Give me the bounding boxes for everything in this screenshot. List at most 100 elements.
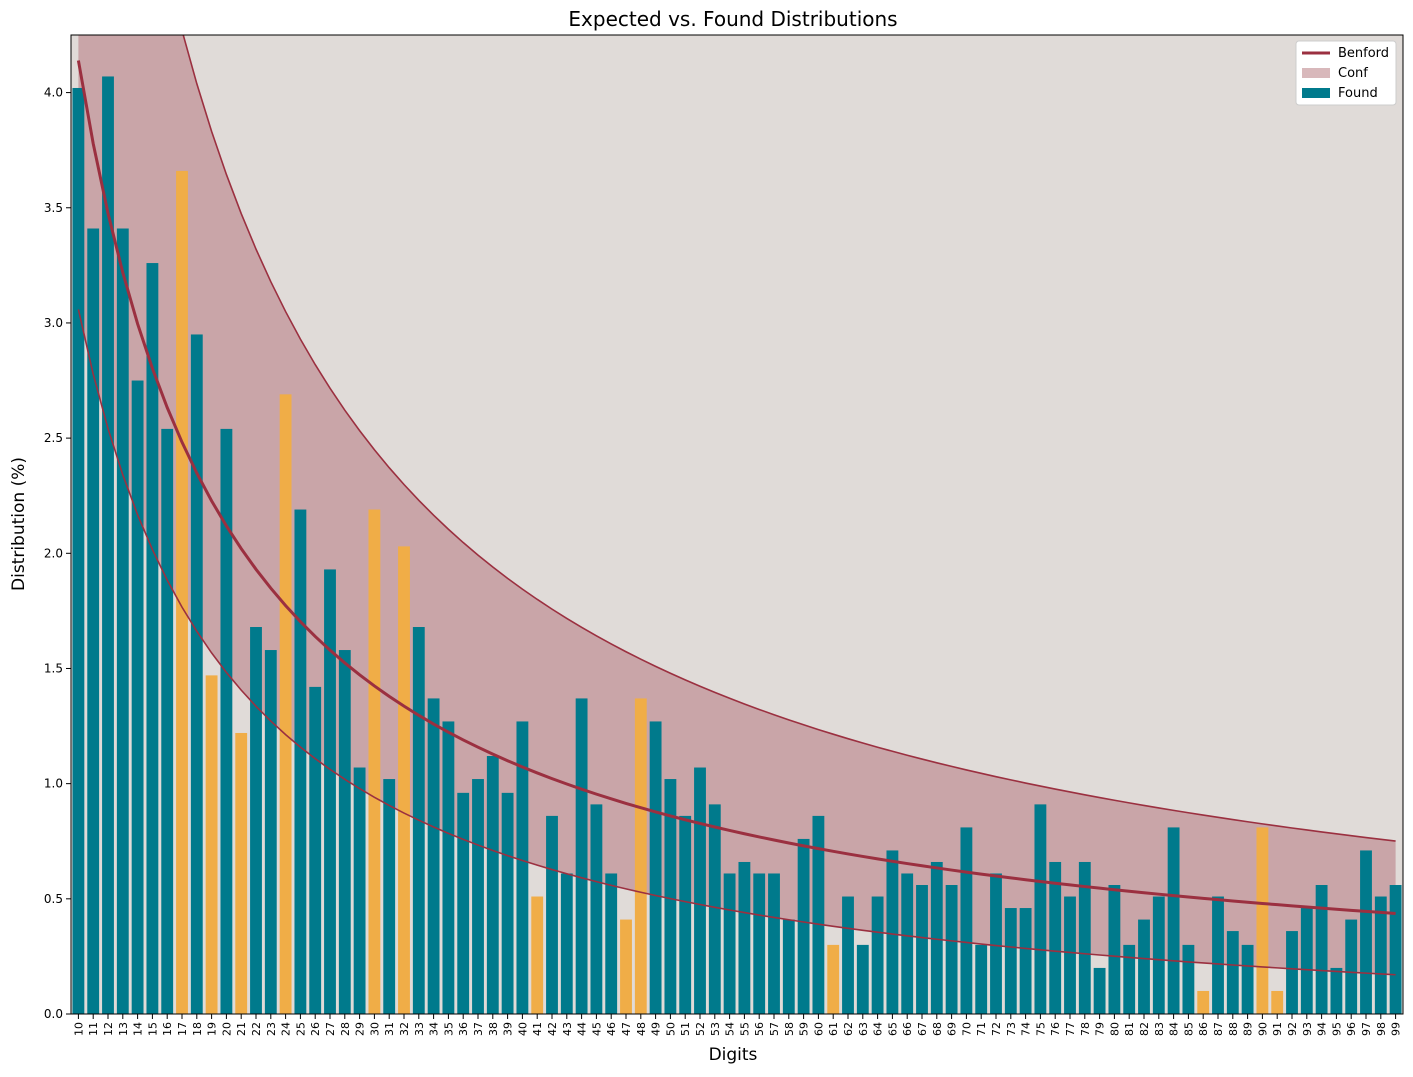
- x-tick-label-72: 72: [990, 1022, 1003, 1036]
- x-tick-label-61: 61: [827, 1022, 840, 1036]
- bar-26: [309, 686, 322, 1014]
- y-tick-label-0.0: 0.0: [44, 1007, 63, 1021]
- bar-22: [250, 627, 262, 1014]
- x-tick-label-42: 42: [546, 1022, 559, 1036]
- bar-30: [368, 509, 381, 1014]
- x-tick-label-30: 30: [368, 1022, 381, 1036]
- bar-72: [990, 873, 1002, 1014]
- x-tick-label-84: 84: [1168, 1022, 1181, 1036]
- bar-55: [738, 861, 751, 1014]
- bar-86: [1197, 990, 1210, 1014]
- x-tick-label-46: 46: [605, 1022, 618, 1036]
- x-tick-label-70: 70: [960, 1022, 973, 1036]
- y-tick-label-3.5: 3.5: [44, 201, 63, 215]
- bar-69: [945, 885, 958, 1014]
- bar-59: [797, 838, 810, 1014]
- bar-97: [1360, 850, 1372, 1014]
- x-tick-label-57: 57: [768, 1022, 781, 1036]
- x-tick-label-23: 23: [265, 1022, 278, 1036]
- legend-swatch-conf: [1302, 68, 1330, 78]
- bar-25: [294, 509, 307, 1014]
- x-tick-label-75: 75: [1034, 1022, 1047, 1036]
- x-tick-label-65: 65: [886, 1022, 899, 1036]
- x-tick-label-50: 50: [664, 1022, 677, 1036]
- bar-89: [1241, 944, 1254, 1014]
- bar-98: [1374, 896, 1387, 1014]
- x-tick-label-26: 26: [309, 1022, 322, 1036]
- x-axis: 10 11 12 13 14 15 16 17 18 19 20 21 22 23 24 25 26 27 28 29…: [72, 1014, 1403, 1036]
- x-tick-label-82: 82: [1138, 1022, 1151, 1036]
- x-tick-label-66: 66: [901, 1022, 914, 1036]
- bar-85: [1182, 944, 1195, 1014]
- bar-51: [679, 815, 692, 1014]
- bar-47: [620, 919, 632, 1014]
- bar-61: [827, 944, 840, 1014]
- x-tick-label-99: 99: [1390, 1022, 1403, 1036]
- bar-60: [812, 815, 825, 1014]
- x-tick-label-87: 87: [1212, 1022, 1225, 1036]
- bar-39: [501, 792, 514, 1014]
- x-tick-label-56: 56: [753, 1022, 766, 1036]
- x-tick-label-91: 91: [1271, 1022, 1284, 1036]
- x-tick-label-79: 79: [1094, 1022, 1107, 1036]
- x-tick-label-77: 77: [1064, 1022, 1077, 1036]
- y-axis: 0.0 0.5 1.0 1.5 2.0 2.5 3.0 3.5 4.0: [44, 86, 71, 1021]
- bar-56: [753, 873, 766, 1014]
- x-tick-label-97: 97: [1360, 1022, 1373, 1036]
- x-tick-label-41: 41: [531, 1022, 544, 1036]
- legend-label-found: Found: [1338, 86, 1378, 101]
- x-tick-label-93: 93: [1301, 1022, 1314, 1036]
- bar-35: [442, 721, 455, 1014]
- bar-64: [871, 896, 884, 1014]
- x-tick-label-78: 78: [1079, 1022, 1092, 1036]
- bar-52: [694, 767, 706, 1014]
- bar-75: [1034, 804, 1047, 1014]
- bar-45: [590, 804, 603, 1014]
- x-tick-label-98: 98: [1375, 1022, 1388, 1036]
- bar-73: [1004, 908, 1017, 1014]
- bar-74: [1019, 908, 1032, 1014]
- y-axis-label: Distribution (%): [9, 457, 29, 591]
- x-tick-label-33: 33: [413, 1022, 426, 1036]
- bar-12: [102, 76, 114, 1014]
- bar-32: [398, 546, 410, 1014]
- x-tick-label-11: 11: [87, 1022, 100, 1036]
- bar-77: [1064, 896, 1076, 1014]
- x-tick-label-54: 54: [724, 1022, 737, 1036]
- bar-48: [634, 698, 647, 1014]
- bar-28: [338, 650, 351, 1014]
- bar-36: [457, 792, 470, 1014]
- bar-84: [1167, 827, 1180, 1014]
- y-tick-label-3.0: 3.0: [44, 316, 63, 330]
- x-tick-label-44: 44: [576, 1022, 589, 1036]
- legend-label-conf: Conf: [1338, 66, 1368, 81]
- benford-line: [76, 60, 1396, 915]
- x-tick-label-48: 48: [635, 1022, 648, 1036]
- bar-53: [708, 804, 721, 1014]
- conf-lower-line: [77, 309, 1396, 976]
- bar-91: [1271, 990, 1284, 1014]
- y-tick-label-2.0: 2.0: [44, 546, 63, 560]
- x-tick-label-40: 40: [516, 1022, 529, 1036]
- x-tick-label-76: 76: [1049, 1022, 1062, 1036]
- bar-82: [1138, 919, 1150, 1014]
- bar-96: [1345, 919, 1358, 1014]
- x-tick-label-32: 32: [398, 1022, 411, 1036]
- bar-14: [131, 380, 144, 1014]
- bar-79: [1093, 967, 1106, 1014]
- bar-87: [1212, 896, 1224, 1014]
- bar-21: [235, 732, 248, 1014]
- legend-label-benford: Benford: [1338, 46, 1389, 61]
- legend-swatch-found: [1302, 88, 1330, 98]
- x-tick-label-55: 55: [738, 1022, 751, 1036]
- x-tick-label-94: 94: [1316, 1022, 1329, 1036]
- x-tick-label-71: 71: [975, 1022, 988, 1036]
- x-tick-label-58: 58: [783, 1022, 796, 1036]
- x-tick-label-63: 63: [857, 1022, 870, 1036]
- x-tick-label-62: 62: [842, 1022, 855, 1036]
- x-tick-label-16: 16: [161, 1022, 174, 1036]
- bar-41: [531, 896, 544, 1014]
- bar-16: [161, 428, 174, 1014]
- x-tick-label-43: 43: [561, 1022, 574, 1036]
- bar-37: [472, 779, 484, 1014]
